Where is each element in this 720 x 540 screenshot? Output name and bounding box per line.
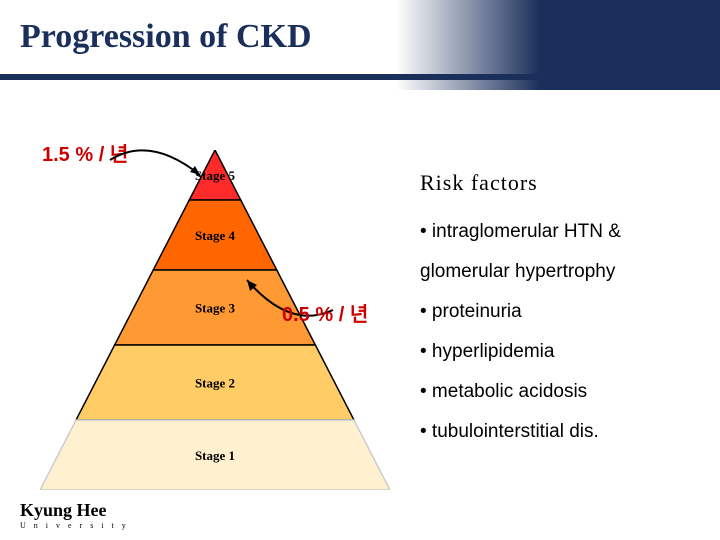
risk-factors: Risk factors • intraglomerular HTN & glo… bbox=[420, 160, 700, 452]
risk-item: • intraglomerular HTN & bbox=[420, 212, 700, 252]
page-title: Progression of CKD bbox=[20, 18, 312, 56]
title-bar: Progression of CKD bbox=[0, 0, 720, 90]
rate-mid-label: 0.5 % / 년 bbox=[282, 298, 368, 327]
stage-label: Stage 2 bbox=[195, 376, 235, 391]
stage-label: Stage 4 bbox=[195, 228, 236, 243]
university-logo: Kyung Hee U n i v e r s i t y bbox=[20, 500, 129, 530]
risk-item: • hyperlipidemia bbox=[420, 332, 700, 372]
risk-heading: Risk factors bbox=[420, 160, 700, 206]
stage-label: Stage 3 bbox=[195, 301, 236, 316]
risk-item: • proteinuria bbox=[420, 292, 700, 332]
risk-item: glomerular hypertrophy bbox=[420, 252, 700, 292]
risk-item: • tubulointerstitial dis. bbox=[420, 412, 700, 452]
logo-sub: U n i v e r s i t y bbox=[20, 521, 129, 530]
stage-label: Stage 1 bbox=[195, 448, 235, 463]
risk-item: • metabolic acidosis bbox=[420, 372, 700, 412]
logo-main: Kyung Hee bbox=[20, 500, 107, 520]
stage-label: Stage 5 bbox=[195, 168, 236, 183]
